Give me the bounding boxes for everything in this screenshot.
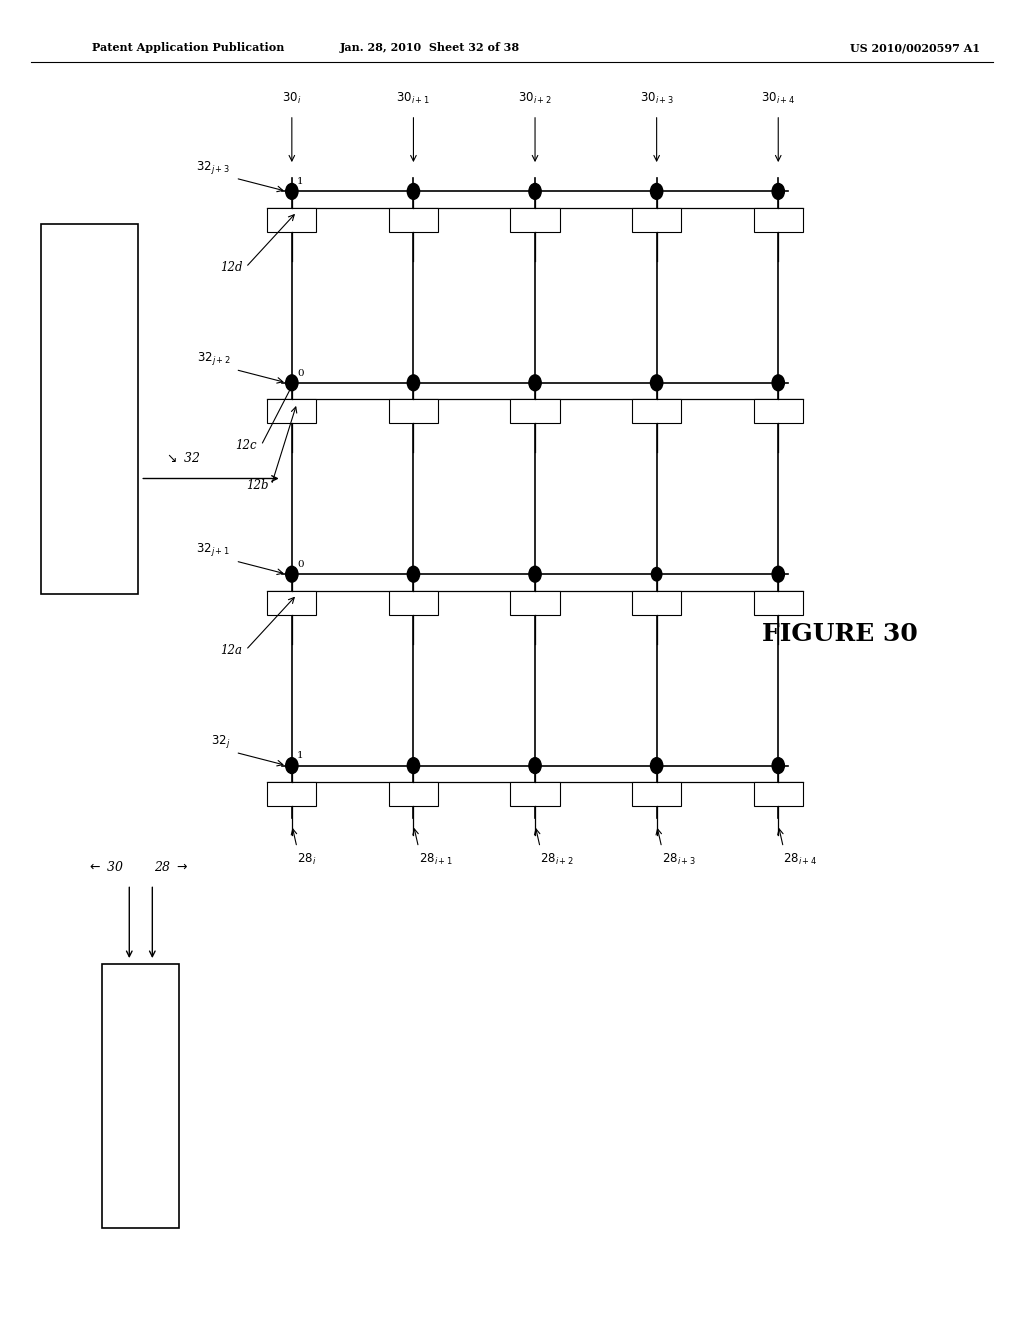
Circle shape — [650, 758, 663, 774]
Circle shape — [286, 758, 298, 774]
Bar — [267, 209, 316, 232]
Circle shape — [528, 566, 541, 582]
Text: $30_{i+1}$: $30_{i+1}$ — [396, 91, 430, 106]
Text: 28 $\rightarrow$: 28 $\rightarrow$ — [155, 859, 188, 874]
Circle shape — [651, 759, 662, 772]
Circle shape — [408, 566, 420, 582]
Circle shape — [772, 566, 784, 582]
Circle shape — [409, 759, 419, 772]
Bar — [389, 209, 438, 232]
Circle shape — [651, 376, 662, 389]
Text: 0: 0 — [297, 368, 303, 378]
Text: US 2010/0020597 A1: US 2010/0020597 A1 — [850, 42, 980, 53]
Circle shape — [650, 375, 663, 391]
Bar — [389, 400, 438, 424]
Text: $28_{i+2}$: $28_{i+2}$ — [541, 851, 574, 866]
Circle shape — [773, 376, 783, 389]
Bar — [267, 783, 316, 807]
Circle shape — [409, 376, 419, 389]
Circle shape — [773, 185, 783, 198]
Bar — [510, 783, 559, 807]
Circle shape — [651, 568, 662, 581]
Circle shape — [408, 183, 420, 199]
Circle shape — [286, 183, 298, 199]
Text: 12c: 12c — [236, 440, 257, 451]
Bar — [754, 209, 803, 232]
Text: 1: 1 — [297, 177, 303, 186]
Text: Jan. 28, 2010  Sheet 32 of 38: Jan. 28, 2010 Sheet 32 of 38 — [340, 42, 520, 53]
Circle shape — [773, 568, 783, 581]
Circle shape — [409, 185, 419, 198]
Circle shape — [528, 375, 541, 391]
Circle shape — [286, 566, 298, 582]
Text: $32_{j+1}$: $32_{j+1}$ — [197, 541, 230, 558]
Text: $30_i$: $30_i$ — [283, 91, 301, 106]
Text: $32_j$: $32_j$ — [211, 733, 230, 750]
Circle shape — [287, 376, 297, 389]
Bar — [267, 400, 316, 424]
Text: 12a: 12a — [220, 644, 242, 656]
Bar — [510, 400, 559, 424]
Circle shape — [772, 758, 784, 774]
Circle shape — [287, 759, 297, 772]
Circle shape — [528, 758, 541, 774]
Circle shape — [650, 183, 663, 199]
Text: $32_{j+3}$: $32_{j+3}$ — [197, 158, 230, 176]
Text: $28_{i+4}$: $28_{i+4}$ — [783, 851, 817, 866]
Text: $28_{i+1}$: $28_{i+1}$ — [419, 851, 453, 866]
Bar — [632, 209, 681, 232]
FancyBboxPatch shape — [41, 224, 138, 594]
Bar — [267, 591, 316, 615]
Circle shape — [409, 568, 419, 581]
Text: $\leftarrow$ 30: $\leftarrow$ 30 — [87, 859, 124, 874]
Circle shape — [773, 759, 783, 772]
Text: $30_{i+2}$: $30_{i+2}$ — [518, 91, 552, 106]
Circle shape — [408, 375, 420, 391]
Bar — [510, 591, 559, 615]
Circle shape — [408, 758, 420, 774]
Bar — [754, 400, 803, 424]
Bar — [632, 591, 681, 615]
Text: 12b: 12b — [246, 479, 268, 491]
Text: Patent Application Publication: Patent Application Publication — [92, 42, 285, 53]
Circle shape — [529, 568, 541, 581]
Bar — [632, 400, 681, 424]
Circle shape — [528, 183, 541, 199]
Text: $32_{j+2}$: $32_{j+2}$ — [197, 350, 230, 367]
Text: $28_i$: $28_i$ — [297, 851, 316, 866]
Circle shape — [287, 185, 297, 198]
Circle shape — [529, 759, 541, 772]
Bar — [754, 783, 803, 807]
Text: $30_{i+3}$: $30_{i+3}$ — [640, 91, 674, 106]
Text: FIGURE 30: FIGURE 30 — [762, 622, 918, 645]
Text: Data Write and
Sense Circuitry: Data Write and Sense Circuitry — [79, 366, 100, 453]
Bar — [389, 783, 438, 807]
Circle shape — [287, 568, 297, 581]
FancyBboxPatch shape — [102, 964, 179, 1228]
Circle shape — [529, 376, 541, 389]
Text: $30_{i+4}$: $30_{i+4}$ — [761, 91, 796, 106]
Text: $28_{i+3}$: $28_{i+3}$ — [662, 851, 695, 866]
Bar — [389, 591, 438, 615]
Circle shape — [772, 183, 784, 199]
Text: 1: 1 — [297, 751, 303, 760]
Bar — [632, 783, 681, 807]
Text: 12d: 12d — [220, 261, 243, 273]
Text: 0: 0 — [297, 560, 303, 569]
Text: $\searrow$ 32: $\searrow$ 32 — [164, 451, 201, 466]
Bar — [754, 591, 803, 615]
Circle shape — [529, 185, 541, 198]
Bar — [510, 209, 559, 232]
Text: Memory Cell Selection
and Control Circuitry: Memory Cell Selection and Control Circui… — [131, 1036, 151, 1155]
Circle shape — [651, 185, 662, 198]
Circle shape — [286, 375, 298, 391]
Circle shape — [772, 375, 784, 391]
